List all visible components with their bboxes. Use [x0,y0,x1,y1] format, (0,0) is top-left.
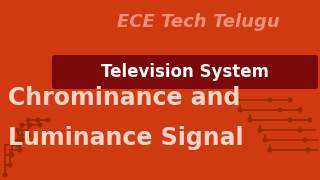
Circle shape [258,128,262,132]
Text: ECE Tech Telugu: ECE Tech Telugu [117,13,280,31]
Circle shape [8,163,12,167]
Circle shape [263,138,267,142]
Circle shape [306,148,310,152]
Circle shape [228,98,232,102]
Circle shape [288,98,292,102]
Text: Luminance Signal: Luminance Signal [8,126,244,150]
Circle shape [298,128,302,132]
Circle shape [248,118,252,122]
Circle shape [46,118,50,122]
Circle shape [288,118,292,122]
Circle shape [26,133,30,137]
Circle shape [268,98,272,102]
Text: Television System: Television System [101,63,269,81]
Circle shape [238,108,242,112]
Circle shape [36,118,40,122]
Circle shape [278,108,282,112]
Text: Chrominance and: Chrominance and [8,86,240,110]
Circle shape [20,138,24,142]
Circle shape [308,118,312,122]
Circle shape [16,143,20,147]
Circle shape [26,118,30,122]
Circle shape [268,148,272,152]
Circle shape [298,108,302,112]
Circle shape [20,123,24,127]
Circle shape [10,153,14,157]
Circle shape [3,173,7,177]
Circle shape [18,148,22,152]
Circle shape [303,138,307,142]
Circle shape [38,123,42,127]
Circle shape [16,128,20,132]
Circle shape [28,123,32,127]
FancyBboxPatch shape [52,55,318,89]
